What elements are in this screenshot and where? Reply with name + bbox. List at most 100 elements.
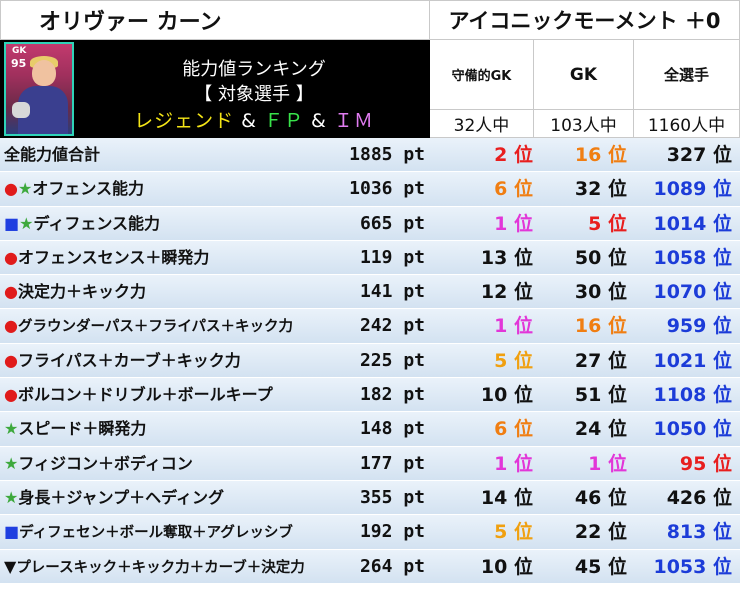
count-all-players: 1160人中 [634,110,740,138]
rank-gk: 51 位 [575,378,627,412]
stat-points: 242 pt [359,315,425,337]
offense-dot-icon: ● [4,350,18,370]
count-gk: 103人中 [534,110,634,138]
rank-number: 1050 [653,418,707,441]
rank-number: 13 [480,246,508,269]
rank-number: 12 [480,281,508,304]
rank-suffix: 位 [513,349,533,372]
rank-suffix: 位 [712,178,732,201]
rank-number: 6 [494,418,508,441]
rank-all-players: 327 位 [667,138,732,172]
rank-suffix: 位 [712,486,732,509]
star-icon: ★ [4,419,19,439]
rank-defensive-gk: 10 位 [481,550,533,584]
rank-suffix: 位 [513,315,533,338]
rank-defensive-gk: 1 位 [494,207,533,241]
rank-number: 1053 [653,555,707,578]
rank-suffix: 位 [513,212,533,235]
table-row: ■ディフェセン＋ボール奪取＋アグレッシブ 192 pt 5 位 22 位 813 位 [0,515,740,550]
rank-suffix: 位 [607,281,627,304]
rank-gk: 16 位 [575,309,627,343]
category-im: ＩＭ [333,110,374,132]
rank-suffix: 位 [712,212,732,235]
stat-label-text: フライパス＋カーブ＋キック力 [17,350,241,370]
rank-suffix: 位 [712,349,732,372]
stat-label-text: 決定力＋キック力 [17,282,146,302]
rank-number: 5 [494,349,508,372]
table-row: ●オフェンスセンス＋瞬発力 119 pt 13 位 50 位 1058 位 [0,240,740,276]
rank-number: 1 [588,452,602,475]
rank-suffix: 位 [513,555,533,578]
rank-number: 51 [574,384,602,407]
rank-gk: 32 位 [575,172,627,206]
count-defensive-gk: 32人中 [430,110,534,138]
rank-number: 1 [494,212,508,235]
rank-gk: 5 位 [588,207,627,241]
moment-name: アイコニックモーメント ＋0 [430,0,740,40]
card-rating: 95 [11,57,27,70]
rank-suffix: 位 [513,281,533,304]
title-row: オリヴァー カーン アイコニックモーメント ＋0 [0,0,740,40]
rank-suffix: 位 [712,555,732,578]
stat-points: 177 pt [359,452,425,474]
rank-defensive-gk: 12 位 [481,275,533,309]
rank-suffix: 位 [513,418,533,441]
stat-label: ●オフェンスセンス＋瞬発力 [4,241,209,275]
table-row: ●グラウンダーパス＋フライパス＋キック力 242 pt 1 位 16 位 959 位 [0,309,740,344]
player-name: オリヴァー カーン [0,0,430,40]
rank-number: 1058 [653,246,707,269]
rank-defensive-gk: 13 位 [481,241,533,275]
ranking-rows: 全能力値合計 1885 pt 2 位 16 位 327 位 ●★オフェンス能力 1036 p… [0,138,740,584]
rank-gk: 50 位 [575,241,627,275]
banner-categories: レジェンド & ＦＰ & ＩＭ [78,106,430,133]
offense-dot-icon: ● [4,247,18,267]
rank-defensive-gk: 6 位 [494,172,533,206]
offense-dot-icon: ● [4,316,18,336]
rank-all-players: 959 位 [667,309,732,343]
rank-defensive-gk: 5 位 [494,515,533,549]
rank-suffix: 位 [607,212,627,235]
rank-suffix: 位 [607,246,627,269]
rank-suffix: 位 [712,384,732,407]
stat-points: 192 pt [359,521,425,543]
rank-all-players: 426 位 [667,481,732,515]
category-fp: ＦＰ [263,110,304,132]
rank-suffix: 位 [513,486,533,509]
stat-points: 182 pt [359,384,425,406]
column-header-row: 守備的GK GK 全選手 [430,40,740,110]
banner-subtitle: 【 対象選手 】 [194,84,314,105]
stat-label: ●★オフェンス能力 [4,172,144,206]
table-row: ▼プレースキック＋キック力＋カーブ＋決定力 264 pt 10 位 45 位 1053 … [0,549,740,584]
rank-suffix: 位 [607,555,627,578]
rank-all-players: 1089 位 [653,172,732,206]
table-row: ●決定力＋キック力 141 pt 12 位 30 位 1070 位 [0,275,740,310]
stat-points: 355 pt [359,486,425,508]
rank-defensive-gk: 5 位 [494,344,533,378]
stat-label: ●グラウンダーパス＋フライパス＋キック力 [4,309,293,343]
rank-all-players: 1058 位 [653,241,732,275]
rank-number: 1108 [653,384,707,407]
category-separator: & [304,110,334,132]
rank-number: 95 [679,452,707,475]
rank-suffix: 位 [513,452,533,475]
stat-points: 1885 pt [349,144,425,165]
rank-number: 10 [480,555,508,578]
offense-dot-icon: ● [4,179,18,199]
rank-suffix: 位 [607,144,627,166]
stat-label: 全能力値合計 [4,138,100,172]
column-header-gk: GK [534,40,634,110]
goalkeeper-glove-icon [12,102,30,118]
rank-gk: 46 位 [575,481,627,515]
rank-number: 14 [480,486,508,509]
rank-defensive-gk: 1 位 [494,447,533,481]
rank-gk: 24 位 [575,412,627,446]
rank-number: 5 [588,212,602,235]
rank-gk: 45 位 [575,550,627,584]
rank-number: 426 [666,486,707,509]
rank-all-players: 1014 位 [653,207,732,241]
star-icon: ★ [19,213,34,233]
stat-points: 225 pt [359,349,425,371]
rank-defensive-gk: 6 位 [494,412,533,446]
stat-points: 119 pt [359,246,425,268]
